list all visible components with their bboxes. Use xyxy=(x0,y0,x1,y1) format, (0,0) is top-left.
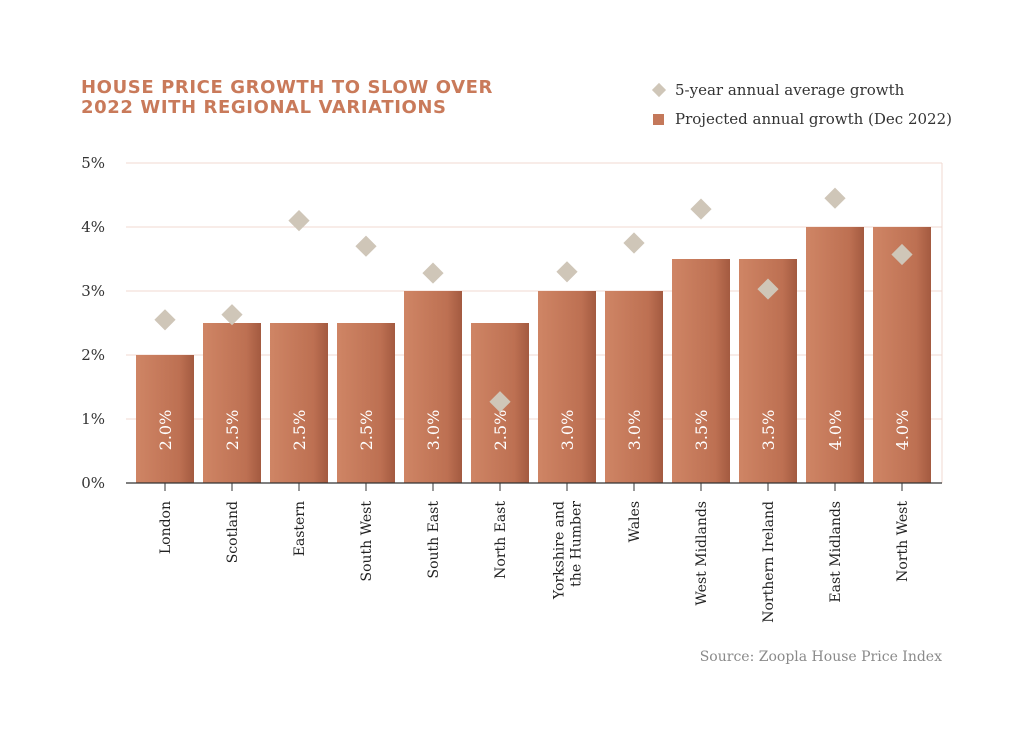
average-diamond xyxy=(824,187,846,209)
category-label: Eastern xyxy=(292,501,308,556)
average-diamond xyxy=(288,209,310,232)
bar xyxy=(270,323,328,483)
category-label: Northern Ireland xyxy=(761,501,777,623)
average-diamond xyxy=(757,278,779,300)
category-label: Yorkshire and xyxy=(552,501,568,600)
bar-value-label: 3.0% xyxy=(424,410,443,451)
category-label: South East xyxy=(426,501,442,579)
bar-value-label: 3.5% xyxy=(759,410,778,451)
chart-title: HOUSE PRICE GROWTH TO SLOW OVER 2022 WIT… xyxy=(81,78,493,118)
average-markers xyxy=(154,187,913,413)
source-note: Source: Zoopla House Price Index xyxy=(699,649,942,665)
legend-item-projected: Projected annual growth (Dec 2022) xyxy=(651,109,952,129)
y-tick-label: 4% xyxy=(81,218,105,236)
bar-value-label: 2.5% xyxy=(290,410,309,451)
average-diamond xyxy=(154,309,176,331)
y-axis-ticks: 0% 1% 2% 3% 4% 5% xyxy=(81,154,105,492)
chart-title-line-2: 2022 WITH REGIONAL VARIATIONS xyxy=(81,97,447,118)
bar-value-label: 2.0% xyxy=(156,410,175,451)
average-diamond xyxy=(891,243,913,266)
category-label: North West xyxy=(895,501,911,582)
bar-value-label: 2.5% xyxy=(491,410,510,451)
bar-value-label: 2.5% xyxy=(357,410,376,451)
chart-legend: 5-year annual average growth Projected a… xyxy=(651,80,952,138)
category-label: Wales xyxy=(627,501,643,542)
bar-value-label: 2.5% xyxy=(223,410,242,451)
average-diamond xyxy=(355,235,377,257)
bar-marker-icon xyxy=(653,113,664,125)
category-labels: London Scotland Eastern South West South Eas… xyxy=(158,501,911,623)
average-diamond xyxy=(221,304,243,326)
category-label: Scotland xyxy=(225,501,241,563)
y-tick-label: 1% xyxy=(81,410,105,428)
category-label: East Midlands xyxy=(828,501,844,603)
category-label: North East xyxy=(493,501,509,579)
average-diamond xyxy=(422,262,444,284)
legend-item-average: 5-year annual average growth xyxy=(651,80,952,100)
bar-value-label: 4.0% xyxy=(893,410,912,451)
average-diamond xyxy=(690,198,712,220)
category-label: South West xyxy=(359,501,375,582)
bar xyxy=(873,227,931,483)
legend-label-average: 5-year annual average growth xyxy=(675,81,905,99)
chart-title-line-1: HOUSE PRICE GROWTH TO SLOW OVER xyxy=(81,77,493,98)
bar xyxy=(203,323,261,483)
y-tick-label: 5% xyxy=(81,154,105,172)
bar xyxy=(672,259,730,483)
bar-value-label: 4.0% xyxy=(826,410,845,451)
bar xyxy=(404,291,462,483)
bar xyxy=(806,227,864,483)
x-axis xyxy=(126,482,942,491)
bar-value-label: 3.0% xyxy=(558,410,577,451)
legend-label-projected: Projected annual growth (Dec 2022) xyxy=(675,110,952,128)
average-diamond xyxy=(623,232,645,254)
category-label: the Humber xyxy=(569,501,585,587)
y-tick-label: 0% xyxy=(81,474,105,492)
bar-value-label: 3.0% xyxy=(625,410,644,451)
bar xyxy=(538,291,596,483)
category-label: London xyxy=(158,501,174,554)
bar xyxy=(136,355,194,483)
bar xyxy=(337,323,395,483)
y-tick-label: 3% xyxy=(81,282,105,300)
bar xyxy=(605,291,663,483)
average-diamond xyxy=(556,261,578,283)
category-label: West Midlands xyxy=(694,501,710,606)
bar-value-label: 3.5% xyxy=(692,410,711,451)
y-tick-label: 2% xyxy=(81,346,105,364)
